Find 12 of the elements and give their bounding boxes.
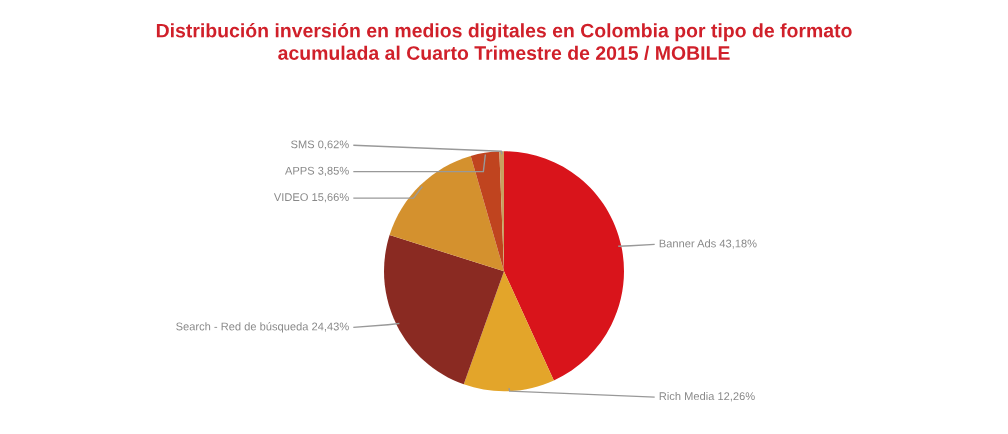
pie-slice	[504, 151, 624, 381]
slice-label: SMS 0,62%	[291, 140, 349, 150]
chart-title: Distribución inversión en medios digitales en Colombia por tipo de formato acumulada al Cuarto Trimestre de 2015 / MOBILE	[156, 23, 852, 61]
slice-label: APPS 3,85%	[284, 166, 349, 176]
slice-label: Rich Media 12,26%	[659, 391, 755, 402]
pie-slice	[470, 151, 504, 272]
pie-slice	[463, 271, 554, 392]
slice-label: Search - Red de búsqueda 24,43%	[176, 322, 349, 333]
slice-label: VIDEO 15,66%	[273, 193, 349, 203]
slice-label: Banner Ads 43,18%	[659, 239, 757, 249]
pie-slice	[384, 235, 504, 385]
pie-slice	[389, 155, 504, 272]
